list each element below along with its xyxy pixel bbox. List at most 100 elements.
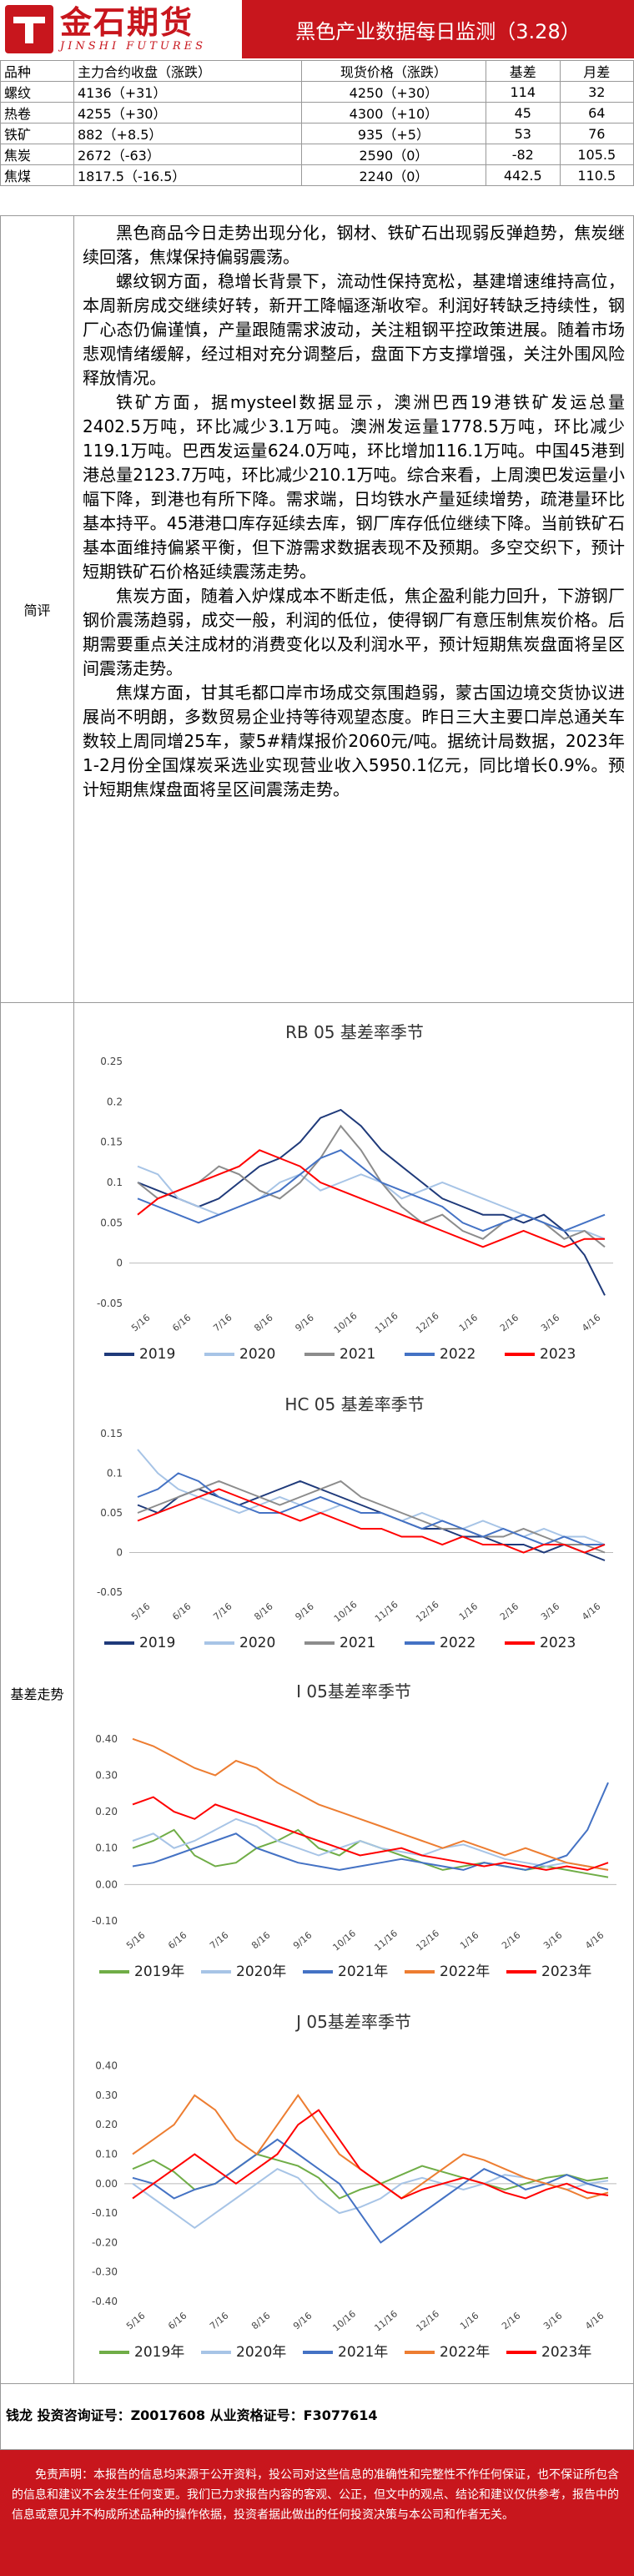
spread-value: 110.5 bbox=[559, 164, 634, 186]
x-tick-label: 4/16 bbox=[583, 2310, 606, 2332]
legend-label: 2019 bbox=[139, 1346, 175, 1363]
spot-price: 4300（+10） bbox=[300, 102, 487, 124]
table-row: 螺纹 4136（+31） 4250（+30） 114 32 bbox=[0, 81, 634, 103]
series-line bbox=[137, 1480, 606, 1561]
y-tick-label: 0.15 bbox=[100, 1428, 123, 1439]
comment-paragraph: 焦煤方面，甘其毛都口岸市场成交氛围趋弱，蒙古国边境交货协议进展尚不明朗，多数贸易… bbox=[83, 683, 625, 799]
y-tick-label: 0.1 bbox=[107, 1468, 123, 1480]
x-tick-label: 10/16 bbox=[332, 1599, 360, 1624]
legend-label: 2023 bbox=[540, 1635, 576, 1651]
rb-basis-chart: RB 05 基差率季节 0.25 0.2 0.15 0.1 0.05 0 -0.05 5/16 6… bbox=[97, 1022, 613, 1363]
y-tick-label: -0.40 bbox=[92, 2296, 118, 2307]
x-tick-label: 2/16 bbox=[500, 1929, 522, 1951]
series-line bbox=[137, 1149, 606, 1233]
y-tick-label: 0.00 bbox=[95, 2178, 118, 2190]
comment-paragraph: 铁矿方面，据mysteel数据显示，澳洲巴西19港铁矿发运总量2402.5万吨，… bbox=[83, 392, 625, 582]
series-line bbox=[132, 2109, 609, 2200]
x-tick-label: 2/16 bbox=[498, 1312, 521, 1333]
y-tick-label: 0.1 bbox=[107, 1177, 123, 1188]
y-tick-label: 0.10 bbox=[95, 2149, 118, 2160]
hc-basis-chart: HC 05 基差率季节 0.15 0.1 0.05 0 -0.05 5/16 6/16 7/16… bbox=[97, 1394, 613, 1651]
logo-en-text: JINSHI FUTURES bbox=[60, 40, 207, 53]
comment-paragraph: 黑色商品今日走势出现分化，钢材、铁矿石出现弱反弹趋势，焦炭继续回落，焦煤保持偏弱… bbox=[83, 223, 625, 267]
x-tick-label: 4/16 bbox=[580, 1312, 602, 1333]
series-line bbox=[132, 1796, 609, 1871]
basis-value: 45 bbox=[486, 102, 561, 124]
series-line bbox=[137, 1449, 606, 1545]
x-tick-label: 5/16 bbox=[124, 2310, 147, 2332]
legend-label: 2020年 bbox=[236, 1964, 286, 1980]
basis-section: 基差走势 RB 05 基差率季节 0.25 0.2 0.15 0.1 0.05 0 -0.05… bbox=[0, 1002, 634, 2384]
y-tick-label: 0.00 bbox=[95, 1878, 118, 1890]
series-line bbox=[137, 1124, 606, 1248]
chart-title: I 05基差率季节 bbox=[296, 1681, 411, 1701]
future-price: 4136（+31） bbox=[73, 81, 302, 103]
future-price: 1817.5（-16.5） bbox=[73, 164, 302, 186]
x-tick-label: 11/16 bbox=[373, 1310, 400, 1335]
commodity-name: 铁矿 bbox=[0, 123, 74, 144]
y-tick-label: 0.20 bbox=[95, 2119, 118, 2130]
report-header: 金石期货 JINSHI FUTURES 黑色产业数据每日监测（3.28） bbox=[0, 0, 634, 58]
legend-label: 2023年 bbox=[541, 1964, 591, 1980]
y-tick-label: -0.10 bbox=[92, 1915, 118, 1927]
y-tick-label: 0.10 bbox=[95, 1843, 118, 1854]
chart-title: RB 05 基差率季节 bbox=[285, 1022, 424, 1042]
legend-label: 2021 bbox=[340, 1635, 375, 1651]
x-tick-label: 8/16 bbox=[249, 1929, 272, 1951]
commodity-name: 热卷 bbox=[0, 102, 74, 124]
x-tick-label: 8/16 bbox=[252, 1312, 274, 1333]
spot-price: 935（+5） bbox=[300, 123, 487, 144]
series-line bbox=[137, 1108, 606, 1296]
report-title: 黑色产业数据每日监测（3.28） bbox=[242, 0, 634, 58]
x-tick-label: 5/16 bbox=[129, 1312, 152, 1333]
series-line bbox=[132, 2168, 609, 2230]
x-tick-label: 12/16 bbox=[414, 2308, 441, 2333]
legend-label: 2022年 bbox=[440, 2344, 490, 2361]
x-tick-label: 8/16 bbox=[249, 2310, 272, 2332]
y-tick-label: -0.05 bbox=[97, 1586, 123, 1598]
comment-paragraph: 焦炭方面，随着入炉煤成本不断走低，焦企盈利能力回升，下游钢厂钢价震荡趋弱，成交一… bbox=[83, 586, 625, 678]
logo-mark-icon bbox=[5, 5, 53, 53]
y-tick-label: 0.40 bbox=[95, 2060, 118, 2072]
x-tick-label: 8/16 bbox=[252, 1601, 274, 1622]
x-tick-label: 7/16 bbox=[211, 1601, 234, 1622]
y-tick-label: 0.30 bbox=[95, 1769, 118, 1781]
y-tick-label: 0.15 bbox=[100, 1137, 123, 1148]
series-line bbox=[137, 1488, 606, 1554]
x-tick-label: 12/16 bbox=[414, 1599, 441, 1624]
y-tick-label: 0 bbox=[116, 1547, 123, 1559]
x-tick-label: 4/16 bbox=[583, 1929, 606, 1951]
spread-value: 64 bbox=[559, 102, 634, 124]
table-row: 热卷 4255（+30） 4300（+10） 45 64 bbox=[0, 102, 634, 124]
series-line bbox=[132, 2094, 609, 2200]
x-tick-label: 6/16 bbox=[166, 1929, 189, 1951]
commodity-name: 焦炭 bbox=[0, 144, 74, 165]
spread-value: 76 bbox=[559, 123, 634, 144]
legend-label: 2019 bbox=[139, 1635, 175, 1651]
x-tick-label: 6/16 bbox=[170, 1601, 193, 1622]
x-tick-label: 12/16 bbox=[414, 1928, 441, 1953]
y-tick-label: -0.05 bbox=[97, 1298, 123, 1309]
commodity-name: 焦煤 bbox=[0, 164, 74, 186]
table-header-row: 品种 主力合约收盘（涨跌） 现货价格（涨跌） 基差 月差 bbox=[0, 60, 634, 82]
x-tick-label: 1/16 bbox=[458, 2310, 481, 2332]
comment-label: 简评 bbox=[1, 216, 74, 1002]
spot-price: 2240（0） bbox=[300, 164, 487, 186]
legend-label: 2020 bbox=[239, 1635, 275, 1651]
commodity-name: 螺纹 bbox=[0, 81, 74, 103]
x-tick-label: 11/16 bbox=[373, 1599, 400, 1624]
spot-price: 4250（+30） bbox=[300, 81, 487, 103]
spread-value: 105.5 bbox=[559, 144, 634, 165]
x-tick-label: 7/16 bbox=[208, 2310, 230, 2332]
y-tick-label: 0.40 bbox=[95, 1733, 118, 1745]
x-tick-label: 10/16 bbox=[332, 1310, 360, 1335]
series-line bbox=[137, 1480, 606, 1554]
column-header: 主力合约收盘（涨跌） bbox=[73, 60, 302, 82]
y-tick-label: 0.05 bbox=[100, 1507, 123, 1519]
comment-section: 简评 黑色商品今日走势出现分化，钢材、铁矿石出现弱反弹趋势，焦炭继续回落，焦煤保… bbox=[0, 215, 634, 1003]
basis-label: 基差走势 bbox=[1, 1003, 74, 2383]
column-header: 品种 bbox=[0, 60, 74, 82]
x-tick-label: 11/16 bbox=[372, 2308, 400, 2333]
x-tick-label: 1/16 bbox=[458, 1929, 481, 1951]
basis-charts: RB 05 基差率季节 0.25 0.2 0.15 0.1 0.05 0 -0.05 5/16 6… bbox=[74, 1003, 633, 2383]
